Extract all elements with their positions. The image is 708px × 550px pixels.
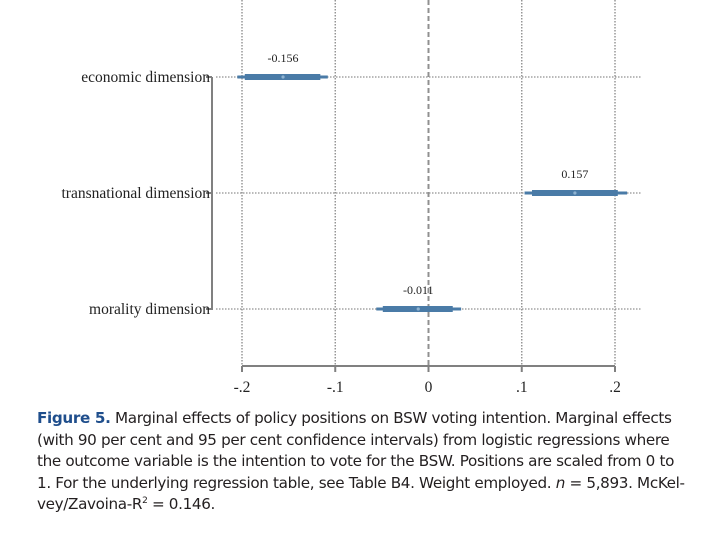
point-estimate — [573, 191, 577, 195]
y-tick-label: morality dimension — [89, 301, 210, 318]
point-estimate — [281, 75, 285, 79]
data-label: -0.011 — [403, 283, 434, 297]
y-tick-label: economic dimension — [81, 69, 210, 86]
caption-n-symbol: n — [555, 473, 566, 492]
x-tick-label: .2 — [609, 379, 621, 396]
axis-layer: economic dimension transnational dimensio… — [61, 69, 620, 396]
caption-text-2: = 5,893. McKel-vey/Zavoina-R — [37, 473, 685, 514]
caption-text-3: = 0.146. — [147, 495, 216, 513]
coefficient-plot: economic dimension transnational dimensio… — [61, 0, 642, 396]
x-tick-label: 0 — [425, 379, 433, 396]
x-tick-label: .1 — [516, 379, 528, 396]
x-tick-label: -.1 — [327, 379, 344, 396]
data-label: 0.157 — [561, 167, 588, 181]
marks-layer: -0.156 0.157 -0.011 — [237, 51, 628, 312]
caption-superscript: 2 — [142, 495, 148, 506]
caption-text-1: Marginal effects of policy positions on … — [37, 409, 675, 492]
y-tick-label: transnational dimension — [61, 185, 210, 202]
data-label: -0.156 — [268, 51, 299, 65]
point-estimate — [416, 307, 420, 311]
x-tick-label: -.2 — [234, 379, 251, 396]
figure-caption: Figure 5. Marginal effects of policy pos… — [37, 408, 687, 516]
figure-label: Figure 5. — [37, 409, 111, 427]
